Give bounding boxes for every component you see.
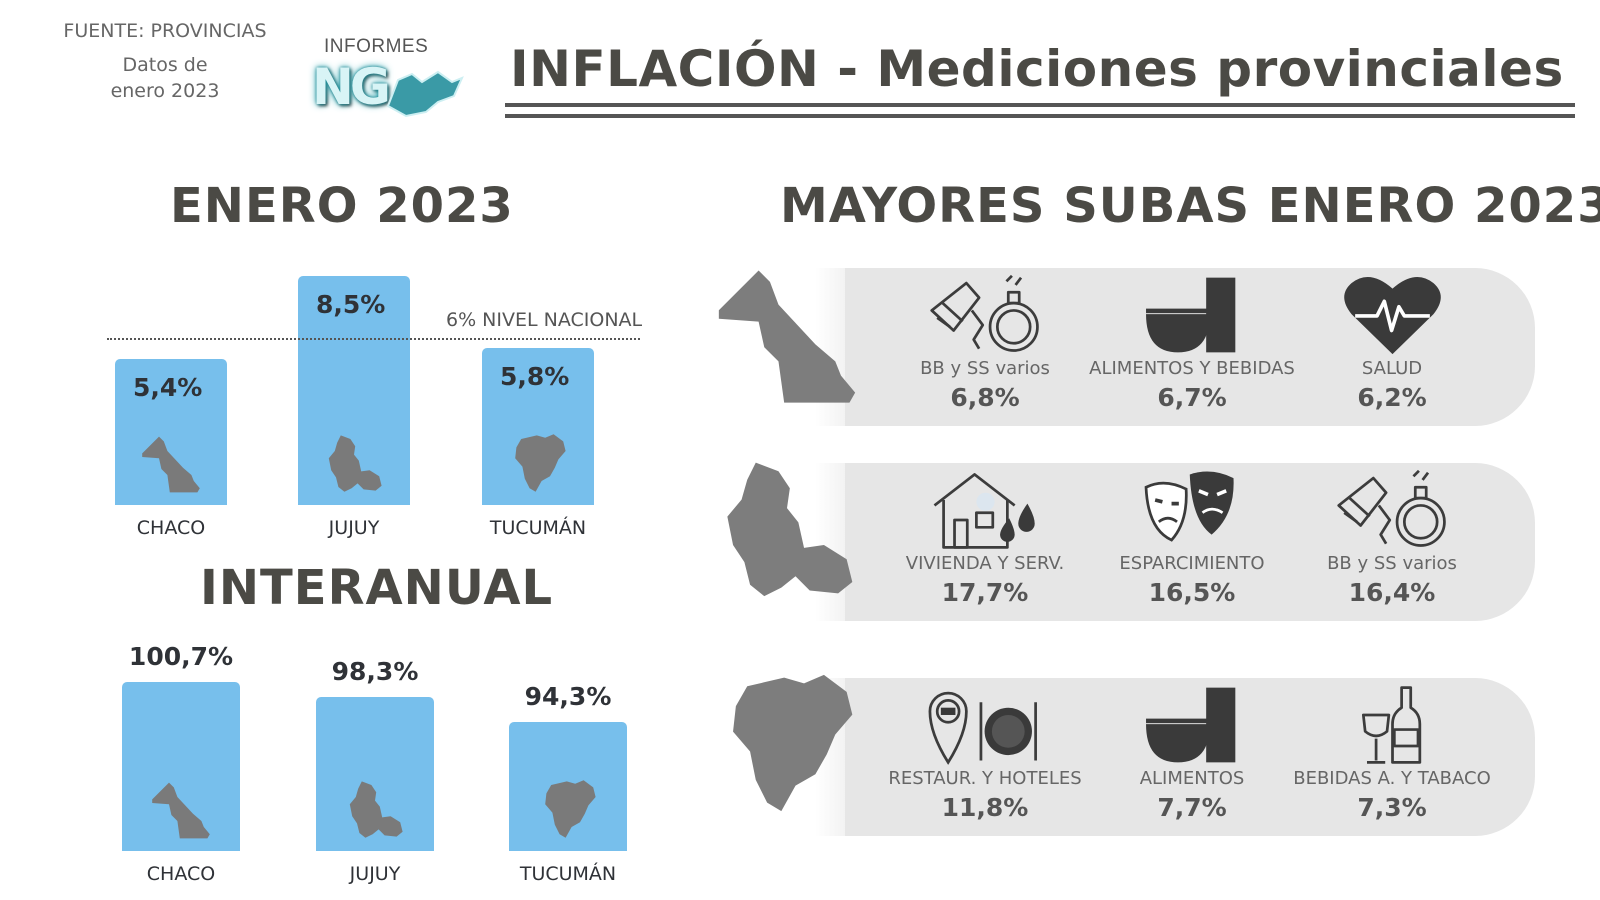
category-value: 7,7% (1157, 793, 1227, 822)
category-item: ALIMENTOS Y BEBIDAS 6,7% (1077, 274, 1307, 412)
heart-pulse-icon (1330, 274, 1455, 356)
category-value: 6,8% (950, 383, 1020, 412)
logo-map-icon (386, 70, 464, 118)
national-reference-label: 6% NIVEL NACIONAL (446, 309, 643, 331)
date-line-2: enero 2023 (110, 80, 220, 102)
page-title: INFLACIÓN - Mediciones provinciales (510, 40, 1564, 98)
source-text: FUENTE: PROVINCIAS (63, 20, 267, 42)
category-label: BB y SS varios (920, 358, 1050, 379)
category-item: BEBIDAS A. Y TABACO 7,3% (1277, 684, 1507, 822)
bar-value-label: 100,7% (128, 642, 234, 672)
house-drops-icon (923, 469, 1048, 551)
enero-chart-title: ENERO 2023 (170, 178, 514, 234)
logo-mark-text: NG (312, 58, 391, 116)
hairdryer-perfume-icon (923, 274, 1048, 356)
province-map-icon (712, 457, 862, 599)
category-label: ALIMENTOS Y BEBIDAS (1089, 358, 1295, 379)
bar-value-label: 98,3% (331, 657, 419, 687)
title-rule-top (505, 103, 1575, 107)
bar-category-label: JUJUY (328, 517, 380, 539)
province-panel-1 (815, 463, 1535, 621)
category-item: BB y SS varios 16,4% (1277, 469, 1507, 607)
bar-value-label: 5,8% (500, 362, 570, 392)
category-item: SALUD 6,2% (1277, 274, 1507, 412)
logo-top-text: INFORMES (324, 36, 429, 57)
province-map-icon (712, 262, 862, 404)
province-silhouette-icon (149, 779, 213, 839)
bar-category-label: CHACO (136, 517, 206, 539)
category-label: RESTAUR. Y HOTELES (888, 768, 1082, 789)
province-silhouette-icon (506, 433, 570, 493)
theater-masks-icon (1130, 469, 1255, 551)
province-silhouette-icon (343, 779, 407, 839)
category-value: 16,4% (1348, 578, 1436, 607)
pin-plate-cutlery-icon (923, 684, 1048, 766)
province-silhouette-icon (322, 433, 386, 493)
bar-category-label: TUCUMÁN (519, 863, 617, 885)
category-item: VIVIENDA Y SERV. 17,7% (870, 469, 1100, 607)
category-label: ESPARCIMIENTO (1119, 553, 1265, 574)
category-value: 6,7% (1157, 383, 1227, 412)
date-line-1: Datos de (122, 54, 208, 76)
category-label: BEBIDAS A. Y TABACO (1293, 768, 1491, 789)
bar-value-label: 94,3% (524, 682, 612, 712)
category-item: ALIMENTOS 7,7% (1077, 684, 1307, 822)
bar-value-label: 8,5% (316, 289, 386, 319)
category-label: VIVIENDA Y SERV. (905, 553, 1065, 574)
category-value: 16,5% (1148, 578, 1236, 607)
bar-value-label: 5,4% (133, 373, 203, 403)
national-reference-line (107, 338, 640, 340)
category-label: ALIMENTOS (1139, 768, 1245, 789)
province-map-icon (712, 672, 862, 814)
title-rule-bottom (505, 114, 1575, 118)
bowl-glass-icon (1130, 684, 1255, 766)
source-note: FUENTE: PROVINCIAS Datos de enero 2023 (40, 20, 290, 102)
category-value: 6,2% (1357, 383, 1427, 412)
bar-category-label: JUJUY (349, 863, 401, 885)
informes-ng-logo: INFORMES NG (312, 34, 464, 124)
category-label: SALUD (1361, 358, 1423, 379)
category-label: BB y SS varios (1327, 553, 1457, 574)
category-value: 7,3% (1357, 793, 1427, 822)
bottle-wineglass-icon (1330, 684, 1455, 766)
bar-category-label: CHACO (146, 863, 216, 885)
province-silhouette-icon (139, 433, 203, 493)
category-value: 17,7% (941, 578, 1029, 607)
bar-category-label: TUCUMÁN (489, 517, 587, 539)
category-item: BB y SS varios 6,8% (870, 274, 1100, 412)
bowl-glass-icon (1130, 274, 1255, 356)
category-item: ESPARCIMIENTO 16,5% (1077, 469, 1307, 607)
interanual-chart-title: INTERANUAL (200, 560, 554, 616)
category-item: RESTAUR. Y HOTELES 11,8% (870, 684, 1100, 822)
hairdryer-perfume-icon (1330, 469, 1455, 551)
mayores-subas-title: MAYORES SUBAS ENERO 2023 (780, 178, 1600, 234)
province-silhouette-icon (536, 779, 600, 839)
category-value: 11,8% (941, 793, 1029, 822)
